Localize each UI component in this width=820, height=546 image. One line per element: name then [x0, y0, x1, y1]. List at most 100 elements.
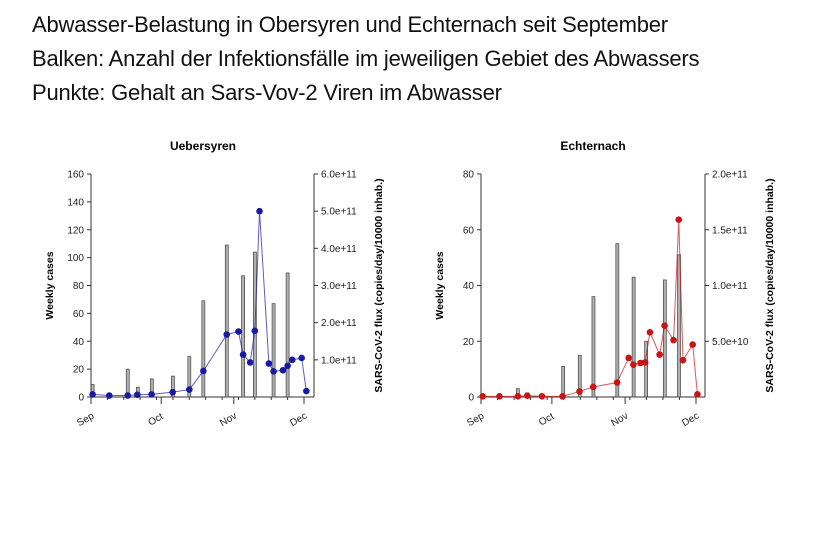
y2-tick-label: 5.0e+11	[321, 207, 357, 218]
x-tick-label: Dec	[680, 411, 701, 429]
y-tick-label: 40	[73, 337, 85, 348]
y2-tick-label: 2.0e+11	[712, 170, 748, 181]
y2-axis-label: SARS-CoV-2 flux (copies/day/10000 inhab.…	[373, 178, 385, 392]
bar-weekly-cases	[644, 340, 648, 398]
y-tick-label: 0	[468, 393, 474, 404]
flux-point	[514, 393, 522, 400]
bar-weekly-cases	[187, 356, 192, 398]
flux-point	[251, 327, 259, 335]
flux-point	[239, 351, 247, 358]
heading-line-3: Punkte: Gehalt an Sars-Vov-2 Viren im Ab…	[32, 80, 502, 105]
chart-title: Echternach	[560, 139, 625, 153]
flux-point	[689, 341, 696, 348]
x-tick-label: Sep	[465, 410, 486, 429]
y2-axis-label: SARS-CoV-2 flux (copies/day/10000 inhab.…	[764, 178, 776, 392]
chart-uebersyren: Uebersyren 0 20 40 60 80 100 120 140 160 1.0e+11 2.…	[44, 139, 385, 429]
flux-point	[679, 356, 687, 364]
flux-point	[656, 351, 663, 358]
y2-tick-label: 1.5e+11	[712, 225, 748, 236]
bar-weekly-cases	[241, 275, 245, 398]
flux-point	[169, 388, 176, 396]
y-tick-label: 60	[463, 225, 475, 236]
flux-point	[265, 360, 273, 367]
y-axis-label: Weekly cases	[44, 251, 56, 319]
bar-weekly-cases	[677, 254, 681, 398]
bar-weekly-cases	[561, 365, 566, 398]
y-axis-label: Weekly cases	[434, 251, 446, 319]
flux-point	[288, 356, 296, 364]
flux-point	[661, 322, 668, 329]
flux-point	[496, 393, 503, 400]
flux-point	[479, 393, 486, 400]
flux-point	[105, 392, 113, 399]
flux-point	[641, 359, 649, 366]
flux-point	[675, 216, 683, 224]
flux-point	[134, 391, 141, 399]
x-tick-label: Sep	[75, 410, 96, 429]
y2-tick-label: 3.0e+11	[321, 281, 357, 292]
flux-point	[538, 393, 546, 400]
flux-point	[186, 386, 193, 393]
bar-weekly-cases	[577, 354, 582, 398]
heading-line-2: Balken: Anzahl der Infektionsfälle im je…	[32, 46, 700, 71]
flux-point	[148, 391, 155, 398]
y-tick-label: 40	[463, 281, 475, 292]
y-tick-label: 20	[463, 337, 475, 348]
flux-point	[235, 328, 242, 335]
y2-tick-label: 5.0e+10	[712, 337, 749, 348]
flux-point	[246, 359, 254, 366]
flux-point	[524, 392, 531, 399]
flux-point	[279, 366, 287, 374]
y-tick-label: 80	[73, 281, 85, 292]
bar-weekly-cases	[271, 303, 276, 398]
y-tick-label: 140	[67, 197, 84, 208]
x-tick-label: Nov	[609, 411, 630, 429]
bar-weekly-cases	[631, 276, 636, 398]
x-tick-label: Nov	[218, 411, 239, 429]
y2-tick-label: 1.0e+11	[321, 355, 357, 366]
y-tick-label: 0	[78, 393, 84, 404]
y2-tick-label: 1.0e+11	[712, 281, 748, 292]
y-tick-label: 20	[73, 365, 85, 376]
y-tick-label: 160	[67, 170, 84, 181]
bar-weekly-cases	[615, 243, 620, 398]
flux-point	[694, 391, 701, 398]
y-tick-label: 60	[73, 309, 85, 320]
flux-point	[284, 362, 291, 370]
bar-weekly-cases	[201, 300, 206, 398]
y-tick-label: 100	[67, 253, 84, 264]
flux-point	[256, 207, 263, 215]
bar-weekly-cases	[285, 272, 290, 398]
y-tick-label: 80	[463, 170, 475, 181]
x-tick-label: Dec	[288, 411, 309, 429]
y-tick-label: 120	[67, 225, 84, 236]
y2-tick-label: 4.0e+11	[321, 244, 357, 255]
bar-weekly-cases	[591, 296, 596, 398]
flux-point	[559, 393, 566, 400]
chart-title: Uebersyren	[170, 139, 236, 153]
y2-tick-label: 6.0e+11	[321, 170, 357, 181]
flux-point	[200, 367, 207, 375]
y2-tick-label: 2.0e+11	[321, 318, 357, 329]
flux-point	[589, 383, 597, 391]
chart-echternach: Echternach 0 20 40 60 80 5.0e+10 1.0e+11 1.5e+11…	[434, 139, 776, 429]
flux-point	[630, 361, 637, 368]
flux-point	[303, 387, 310, 395]
x-tick-label: Oct	[146, 411, 165, 428]
flux-point	[625, 354, 632, 362]
flux-point	[124, 392, 132, 399]
bar-weekly-cases	[662, 279, 667, 398]
bar-weekly-cases	[224, 244, 229, 398]
heading-line-1: Abwasser-Belastung in Obersyren und Echt…	[32, 12, 668, 37]
flux-point	[646, 329, 654, 336]
flux-point	[576, 388, 583, 395]
flux-point	[223, 331, 231, 338]
flux-point	[670, 336, 677, 344]
flux-point	[298, 354, 305, 362]
flux-point	[613, 379, 621, 386]
flux-point	[89, 391, 96, 398]
flux-point	[270, 368, 277, 375]
bar-weekly-cases	[171, 375, 175, 398]
x-tick-label: Oct	[537, 411, 556, 428]
